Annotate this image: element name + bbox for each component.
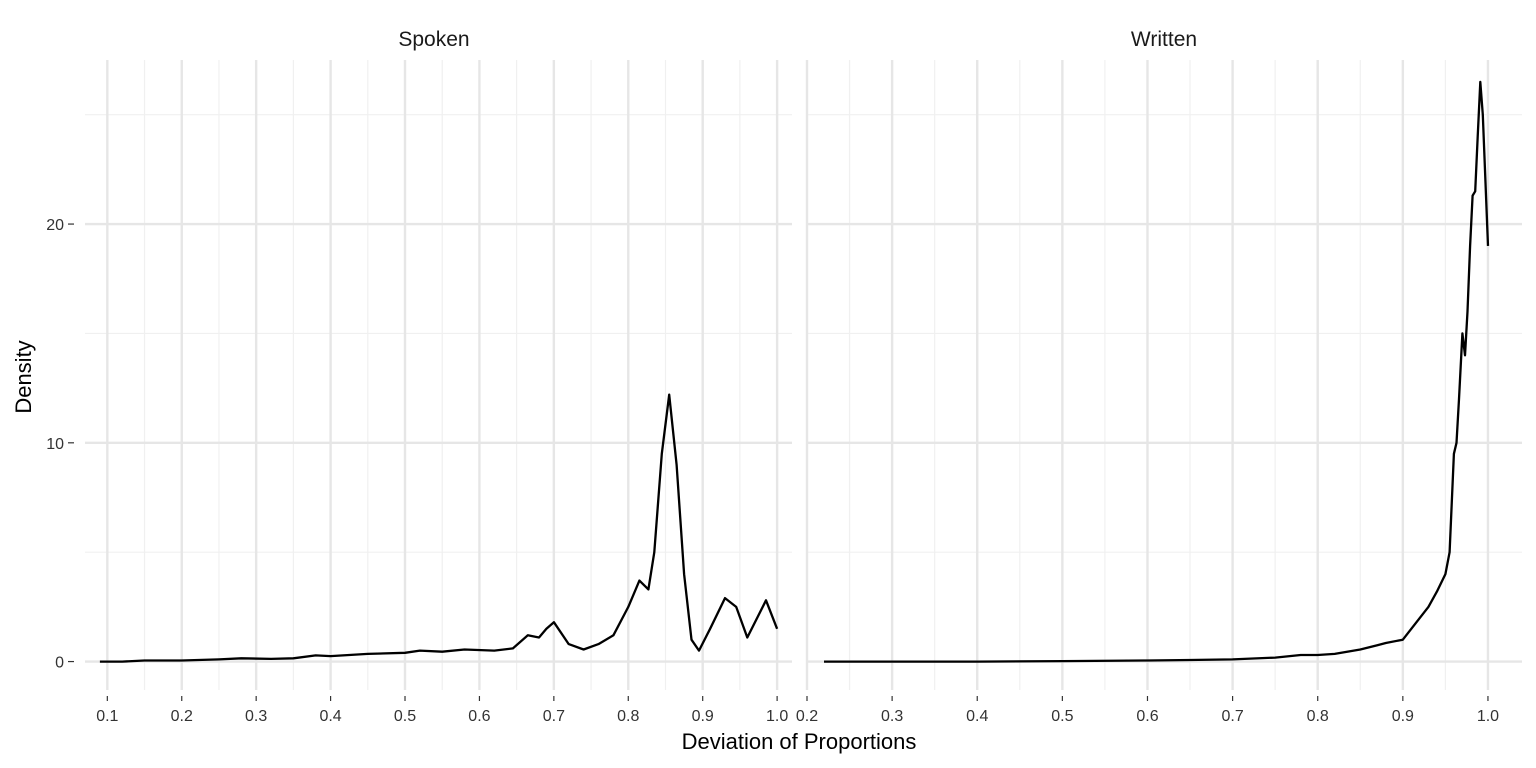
x-tick-label: 0.8 [1307, 708, 1329, 725]
x-tick-label: 0.7 [543, 708, 565, 725]
density-line-spoken [99, 393, 779, 663]
panel-written: Written 0.2 0.3 0.4 0.5 0.6 0.7 0.8 0.9 1.0 [796, 28, 1522, 725]
y-tick-label: 0 [55, 655, 64, 672]
y-tick-label: 20 [46, 217, 64, 234]
x-tick-label: 0.5 [1051, 708, 1073, 725]
y-tick-label: 10 [46, 436, 64, 453]
x-tick-label: 0.8 [617, 708, 639, 725]
x-tick-label: 0.2 [796, 708, 818, 725]
x-tick-label: 0.4 [319, 708, 341, 725]
x-tick-label: 1.0 [1477, 708, 1499, 725]
x-tick-label: 0.9 [692, 708, 714, 725]
x-axis-title: Deviation of Proportions [682, 729, 917, 754]
x-tick-label: 0.4 [966, 708, 988, 725]
x-tick-label: 0.3 [245, 708, 267, 725]
x-tick-label: 0.6 [1136, 708, 1158, 725]
panel-title-spoken: Spoken [398, 28, 469, 51]
panel-spoken: Spoken 0.1 0.2 0.3 0.4 0.5 0.6 0.7 0.8 0.9 1.0 [85, 28, 792, 725]
x-tick-label: 1.0 [766, 708, 788, 725]
x-tick-label: 0.2 [171, 708, 193, 725]
x-tick-label: 0.6 [468, 708, 490, 725]
x-tick-label: 0.7 [1221, 708, 1243, 725]
x-tick-label: 0.5 [394, 708, 416, 725]
density-line-written [824, 80, 1490, 663]
gridlines-written [805, 60, 1522, 690]
x-tick-label: 0.3 [881, 708, 903, 725]
y-axis-title: Density [11, 340, 36, 413]
x-tick-label: 0.9 [1392, 708, 1414, 725]
y-axis-ticks: 0 10 20 [46, 217, 74, 672]
panel-title-written: Written [1131, 28, 1197, 51]
x-tick-label: 0.1 [96, 708, 118, 725]
